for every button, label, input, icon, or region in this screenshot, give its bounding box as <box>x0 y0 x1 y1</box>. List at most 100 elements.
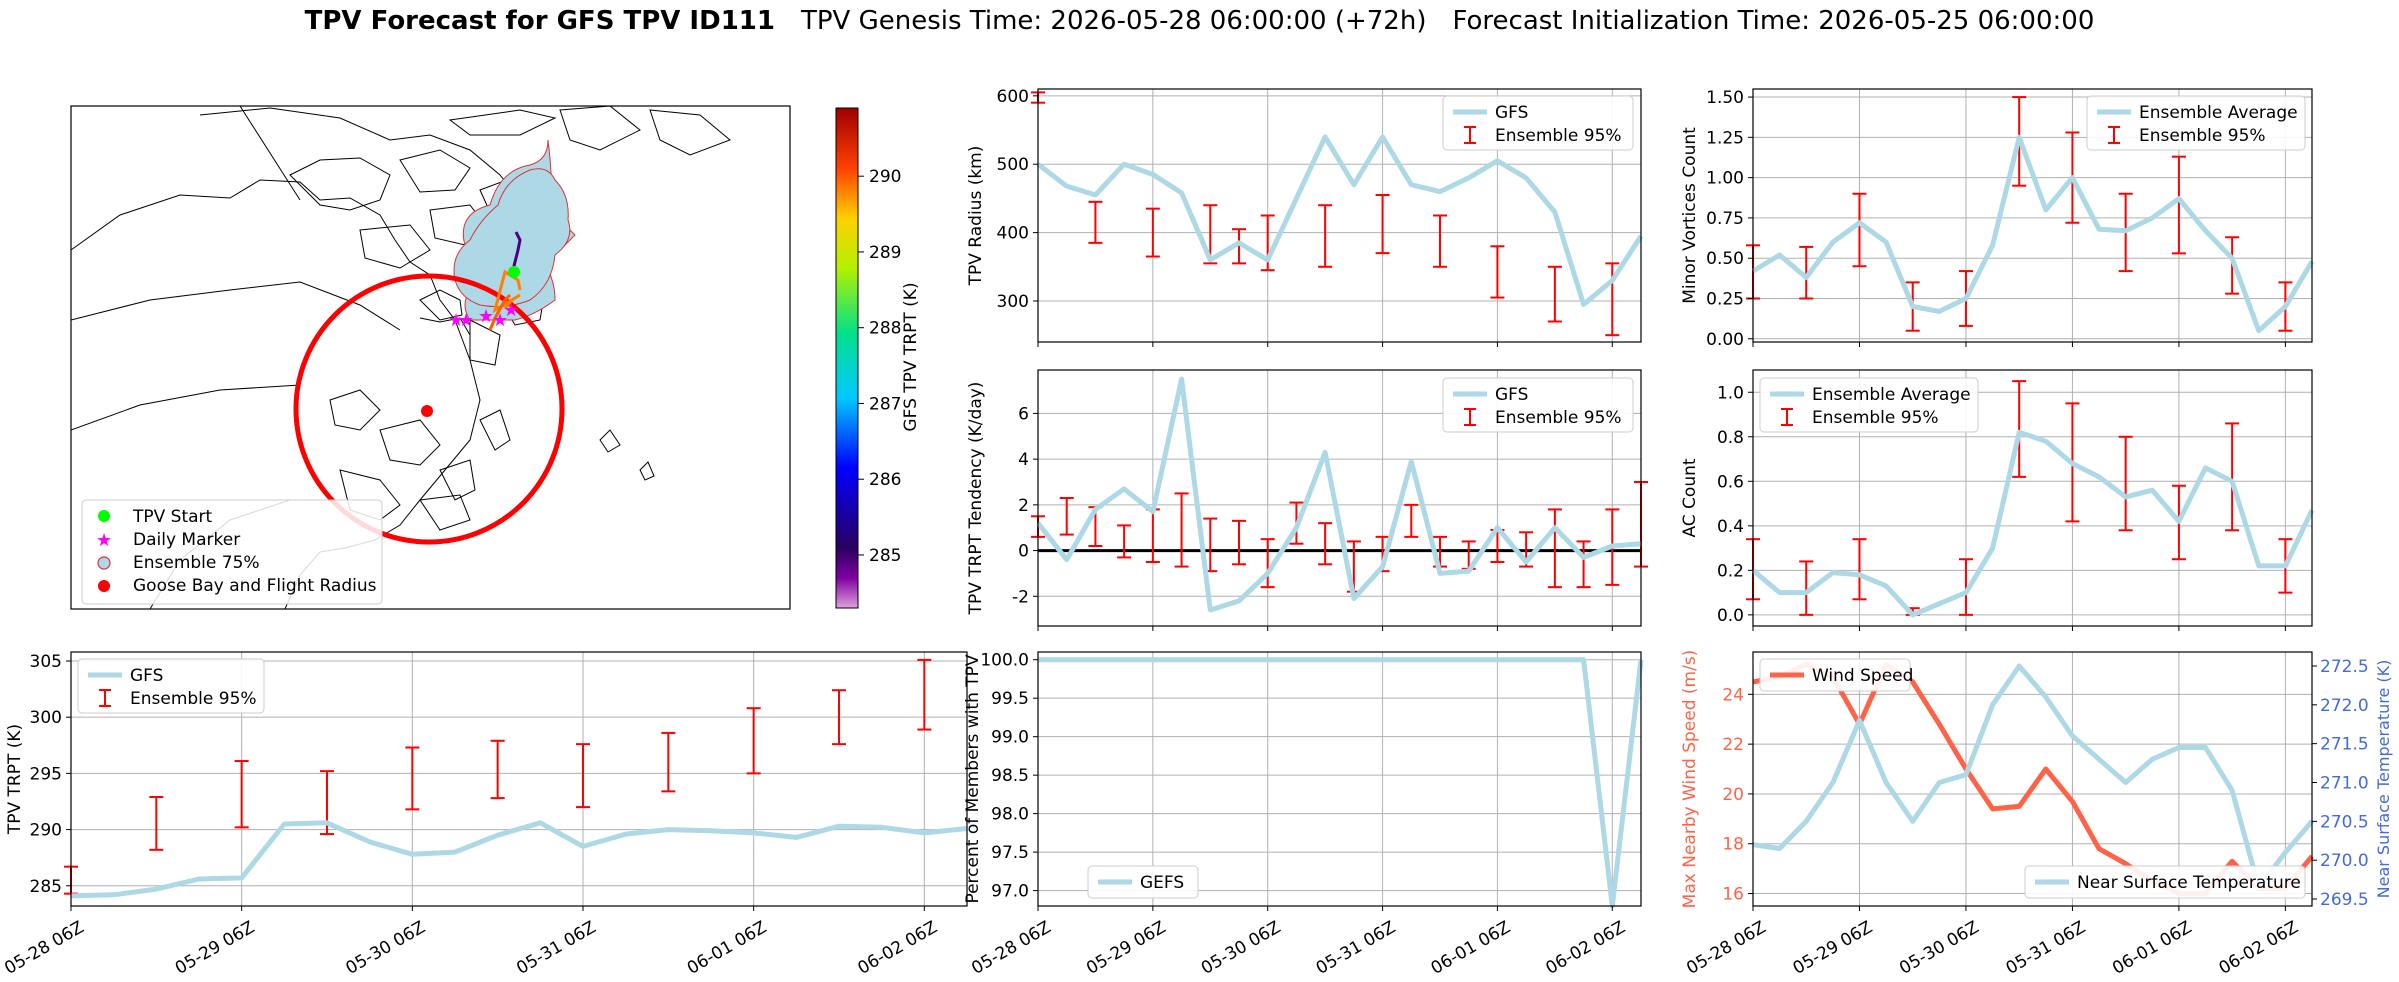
tpv-track-orange <box>492 269 522 314</box>
legend-label: Near Surface Temperature <box>2077 873 2301 893</box>
y-tick-label: -2 <box>1012 587 1029 607</box>
ensemble-errorbar <box>1490 245 1505 299</box>
y-tick-label: 0.2 <box>1717 561 1744 581</box>
y2-tick-label: 269.5 <box>2320 890 2369 910</box>
trpt-chart: 285 290 295 300 305 05-28 06Z 05-29 06Z 05-30 0… <box>1 651 968 979</box>
island-overlay <box>419 289 463 321</box>
y-axis-label: Max Nearby Wind Speed (m/s) <box>1680 650 1700 909</box>
x-tick-label: 05-28 06Z <box>968 917 1054 978</box>
ensemble-errorbar <box>1547 508 1562 589</box>
ensemble-errorbar <box>1232 228 1246 265</box>
daily-marker: ★ <box>448 310 464 331</box>
x-tick-label: 05-29 06Z <box>1083 917 1169 978</box>
ensemble-errorbar <box>405 746 420 811</box>
legend-goose-icon <box>98 580 110 592</box>
ensemble-errorbar <box>2225 422 2240 532</box>
series-line <box>1751 429 2315 618</box>
ensemble-errorbar <box>1799 560 1814 616</box>
legend-start-icon <box>98 510 110 522</box>
legend-ensemble-75: Ensemble 75% <box>133 553 260 573</box>
y2-tick-label: 271.0 <box>2320 773 2369 793</box>
ensemble-errorbar <box>1318 522 1333 566</box>
y-tick-label: 1.25 <box>1706 128 1744 148</box>
y-axis-label: Percent of Members with TPV <box>963 654 983 903</box>
chart-legend: Ensemble Average Ensemble 95% <box>2086 95 2306 151</box>
ensemble-errorbar <box>1958 558 1973 616</box>
colorbar-tick-label: 287 <box>869 394 901 414</box>
colorbar-tick-label: 290 <box>869 167 901 187</box>
ensemble-errorbar <box>1605 262 1620 337</box>
x-tick-label: 05-31 06Z <box>1313 917 1399 978</box>
x-tick-label: 06-02 06Z <box>2216 917 2302 978</box>
legend-label: Ensemble 95% <box>1495 408 1622 428</box>
y2-tick-label: 271.5 <box>2320 735 2369 755</box>
ensemble-errorbar <box>490 739 505 800</box>
map-legend: TPV Start ★ Daily Marker Ensemble 75% Go… <box>81 499 383 605</box>
legend-star-icon: ★ <box>96 530 112 551</box>
legend-swatch <box>99 689 111 707</box>
legend-tpv-start: TPV Start <box>132 507 213 527</box>
y-tick-label: 98.5 <box>991 766 1029 786</box>
y-tick-label: 0.50 <box>1706 249 1744 269</box>
minor-vortices-chart: 0.00 0.25 0.50 0.75 1.00 1.25 1.50 Minor Vortic… <box>1680 88 2315 350</box>
y-tick-label: 99.5 <box>991 689 1029 709</box>
y-axis-label: Minor Vortices Count <box>1680 127 1700 304</box>
plot-frame <box>1752 369 2313 627</box>
y-tick-label: 400 <box>997 224 1029 244</box>
tpv-track-orange-2 <box>488 293 512 331</box>
colorbar-tick-label: 285 <box>869 546 901 566</box>
y-tick-label: 18 <box>1722 835 1744 855</box>
ensemble-errorbar <box>1232 519 1246 566</box>
ensemble-errorbar <box>1318 204 1333 268</box>
flight-radius-circle <box>293 273 565 545</box>
ensemble-errorbar <box>1852 192 1867 268</box>
y-tick-label: 0 <box>1018 542 1029 562</box>
percent-members-chart: 97.0 97.5 98.0 98.5 99.0 99.5 100.0 05-28 06Z 05… <box>963 651 1644 979</box>
y-tick-label: 1.00 <box>1706 169 1744 189</box>
legend-label: Ensemble Average <box>1812 385 1971 405</box>
y-tick-label: 6 <box>1018 404 1029 424</box>
daily-marker: ★ <box>492 310 508 331</box>
ensemble-errorbar <box>1852 538 1867 601</box>
ensemble-errorbar <box>1375 193 1390 255</box>
y-tick-label: 500 <box>997 155 1029 175</box>
y-tick-label: 290 <box>30 821 62 841</box>
ensemble-errorbar <box>149 795 164 851</box>
y-tick-label: 0.75 <box>1706 209 1744 229</box>
x-tick-label: 06-01 06Z <box>684 917 770 978</box>
x-tick-label: 05-31 06Z <box>2003 917 2089 978</box>
y-tick-label: 305 <box>30 652 62 672</box>
y-axis-label: AC Count <box>1680 458 1700 537</box>
y-tick-label: 0.00 <box>1706 330 1744 350</box>
legend-label: GEFS <box>1140 873 1184 893</box>
legend-swatch <box>1464 126 1476 144</box>
series-line <box>1038 657 1644 909</box>
legend-goose-bay: Goose Bay and Flight Radius <box>133 576 377 596</box>
title-init: Forecast Initialization Time: 2026-05-25… <box>1452 6 2095 36</box>
x-tick-label: 05-30 06Z <box>1896 917 1982 978</box>
ensemble-errorbar <box>1174 492 1189 568</box>
tpv-track-purple <box>511 231 522 271</box>
figure-title: TPV Forecast for GFS TPV ID111 TPV Genesi… <box>0 6 2399 36</box>
y-tick-label: 99.0 <box>991 728 1029 748</box>
x-tick-label: 05-30 06Z <box>1198 917 1284 978</box>
y-tick-label: 0.25 <box>1706 289 1744 309</box>
ensemble-errorbar <box>917 658 932 731</box>
y-tick-label: 98.0 <box>991 805 1029 825</box>
plot-frame <box>1037 369 1642 627</box>
colorbar-ticks: 285 286 287 288 289 290 <box>858 167 901 566</box>
ensemble-errorbar <box>1088 200 1103 244</box>
x-tick-label: 05-28 06Z <box>1 917 87 978</box>
y-tick-label: 16 <box>1722 885 1744 905</box>
coast-overlay <box>419 317 471 336</box>
ensemble-errorbar <box>1117 524 1132 559</box>
x-tick-label: 06-02 06Z <box>855 917 941 978</box>
y-tick-label: 2 <box>1018 496 1029 516</box>
ensemble-errorbar <box>1433 214 1447 268</box>
plot-frame <box>1037 651 1642 907</box>
ensemble-errorbar <box>1059 497 1074 536</box>
series-line <box>1036 134 1644 307</box>
x-tick-label: 05-28 06Z <box>1683 917 1769 978</box>
legend-label: Ensemble 95% <box>1812 408 1939 428</box>
goose-bay-marker <box>421 405 433 417</box>
